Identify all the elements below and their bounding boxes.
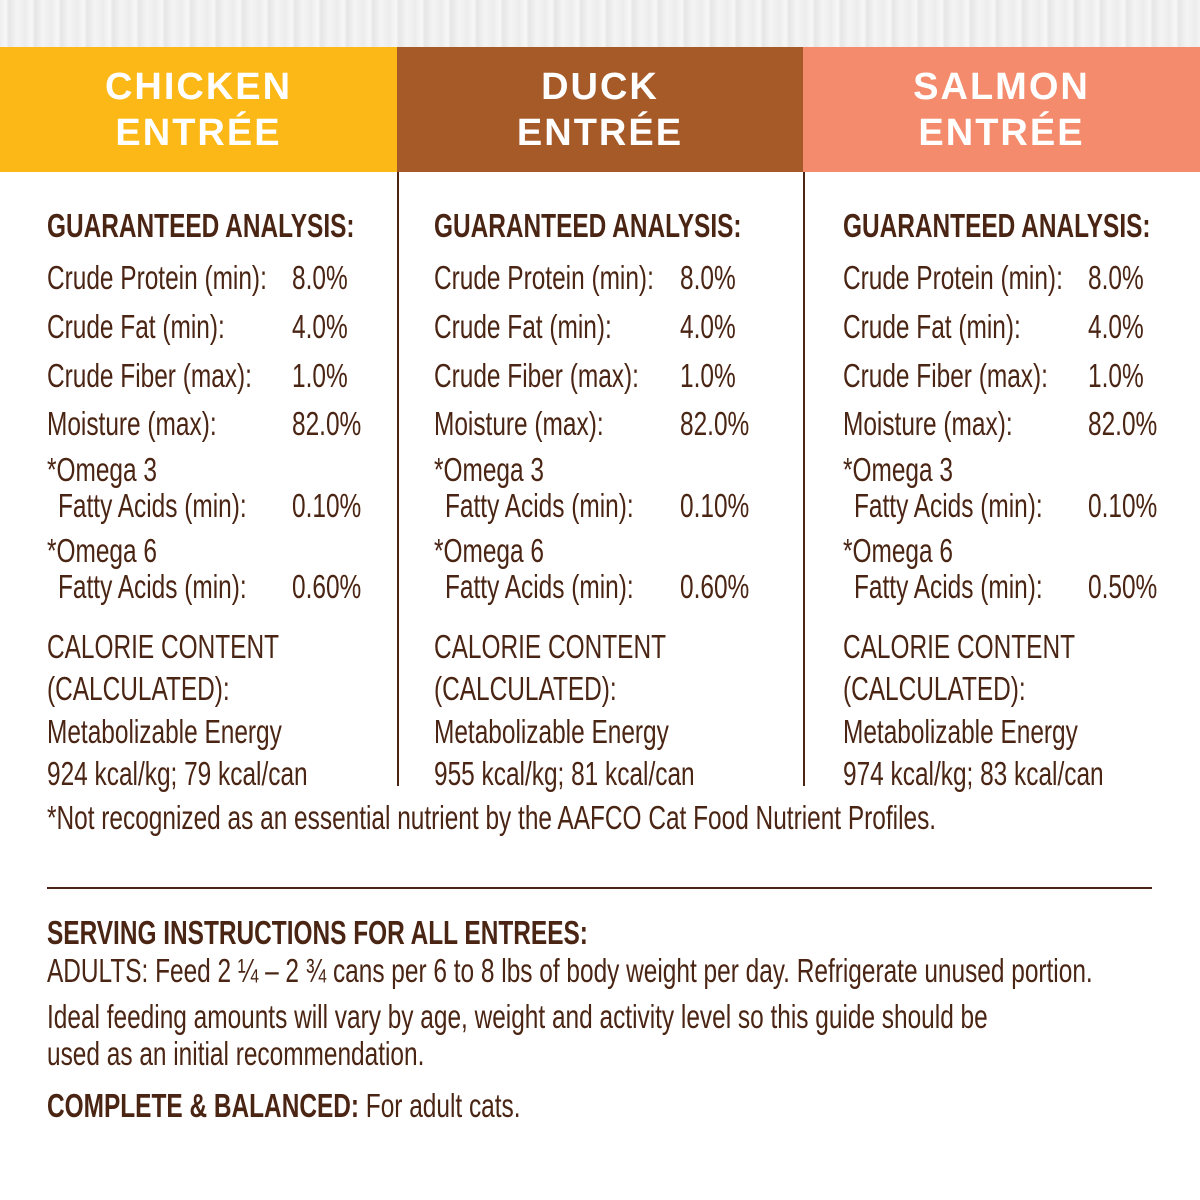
nutrient-label: Crude Protein (min):: [47, 259, 267, 296]
nutrient-label: Moisture (max):: [434, 405, 604, 442]
calorie-line: 955 kcal/kg; 81 kcal/can: [434, 755, 695, 792]
calorie-line: CALORIE CONTENT: [434, 628, 667, 665]
omega3-value: 0.10%: [680, 487, 750, 524]
nutrient-value: 8.0%: [292, 259, 348, 296]
omega6-value: 0.60%: [292, 568, 362, 605]
serving-line: used as an initial recommendation.: [47, 1035, 425, 1072]
complete-label: COMPLETE & BALANCED:: [47, 1087, 360, 1124]
nutrient-label: Moisture (max):: [843, 405, 1013, 442]
omega3-sub: Fatty Acids (min):: [58, 487, 247, 524]
header-title: ENTRÉE: [115, 111, 282, 154]
divider: [47, 887, 1152, 889]
nutrient-label: Crude Fat (min):: [434, 308, 612, 345]
nutrient-value: 8.0%: [680, 259, 736, 296]
omega6-value: 0.60%: [680, 568, 750, 605]
header-title: DUCK: [541, 65, 659, 108]
omega6-value: 0.50%: [1088, 568, 1158, 605]
column-divider: [397, 172, 399, 786]
analysis-heading: GUARANTEED ANALYSIS:: [434, 207, 742, 244]
analysis-heading: GUARANTEED ANALYSIS:: [843, 207, 1151, 244]
omega6-sub: Fatty Acids (min):: [58, 568, 247, 605]
nutrient-label: Crude Protein (min):: [434, 259, 654, 296]
nutrient-label: Crude Protein (min):: [843, 259, 1063, 296]
calorie-line: (CALCULATED):: [843, 670, 1026, 707]
omega6-sub: Fatty Acids (min):: [854, 568, 1043, 605]
calorie-line: (CALCULATED):: [47, 670, 230, 707]
omega3-value: 0.10%: [292, 487, 362, 524]
header-chicken: CHICKEN ENTRÉE: [0, 47, 397, 172]
nutrient-label: Crude Fiber (max):: [434, 357, 639, 394]
nutrient-label: Crude Fat (min):: [843, 308, 1021, 345]
calorie-line: Metabolizable Energy: [434, 713, 669, 750]
serving-line: Ideal feeding amounts will vary by age, …: [47, 998, 988, 1035]
serving-line: ADULTS: Feed 2 ¼ – 2 ¾ cans per 6 to 8 l…: [47, 952, 1093, 989]
header-duck: DUCK ENTRÉE: [397, 47, 803, 172]
calorie-line: CALORIE CONTENT: [47, 628, 280, 665]
nutrient-value: 1.0%: [680, 357, 736, 394]
nutrient-value: 82.0%: [1088, 405, 1158, 442]
complete-text: For adult cats.: [359, 1087, 521, 1124]
column-divider: [803, 172, 805, 786]
nutrient-value: 8.0%: [1088, 259, 1144, 296]
calorie-line: Metabolizable Energy: [47, 713, 282, 750]
header-title: CHICKEN: [104, 65, 293, 108]
serving-heading: SERVING INSTRUCTIONS FOR ALL ENTREES:: [47, 914, 588, 951]
nutrient-value: 82.0%: [292, 405, 362, 442]
nutrient-value: 4.0%: [292, 308, 348, 345]
omega6-label: *Omega 6: [843, 532, 953, 569]
calorie-line: CALORIE CONTENT: [843, 628, 1076, 665]
nutrient-value: 1.0%: [292, 357, 348, 394]
calorie-line: (CALCULATED):: [434, 670, 617, 707]
omega3-sub: Fatty Acids (min):: [445, 487, 634, 524]
nutrient-label: Moisture (max):: [47, 405, 217, 442]
omega3-label: *Omega 3: [843, 451, 953, 488]
calorie-line: 974 kcal/kg; 83 kcal/can: [843, 755, 1104, 792]
omega3-label: *Omega 3: [47, 451, 157, 488]
nutrient-value: 4.0%: [1088, 308, 1144, 345]
header-salmon: SALMON ENTRÉE: [803, 47, 1200, 172]
nutrient-value: 1.0%: [1088, 357, 1144, 394]
nutrient-label: Crude Fiber (max):: [843, 357, 1048, 394]
header-title: ENTRÉE: [516, 111, 684, 154]
omega3-label: *Omega 3: [434, 451, 544, 488]
footnote: *Not recognized as an essential nutrient…: [47, 799, 937, 836]
nutrient-label: Crude Fat (min):: [47, 308, 225, 345]
wood-background: [0, 0, 1200, 47]
nutrient-label: Crude Fiber (max):: [47, 357, 252, 394]
omega6-label: *Omega 6: [434, 532, 544, 569]
complete-balanced: COMPLETE & BALANCED: For adult cats.: [47, 1088, 521, 1124]
nutrient-value: 82.0%: [680, 405, 750, 442]
analysis-heading: GUARANTEED ANALYSIS:: [47, 207, 355, 244]
calorie-line: 924 kcal/kg; 79 kcal/can: [47, 755, 308, 792]
calorie-line: Metabolizable Energy: [843, 713, 1078, 750]
nutrient-value: 4.0%: [680, 308, 736, 345]
header-title: SALMON: [913, 65, 1090, 108]
omega6-label: *Omega 6: [47, 532, 157, 569]
omega3-value: 0.10%: [1088, 487, 1158, 524]
omega3-sub: Fatty Acids (min):: [854, 487, 1043, 524]
omega6-sub: Fatty Acids (min):: [445, 568, 634, 605]
header-title: ENTRÉE: [918, 111, 1085, 154]
